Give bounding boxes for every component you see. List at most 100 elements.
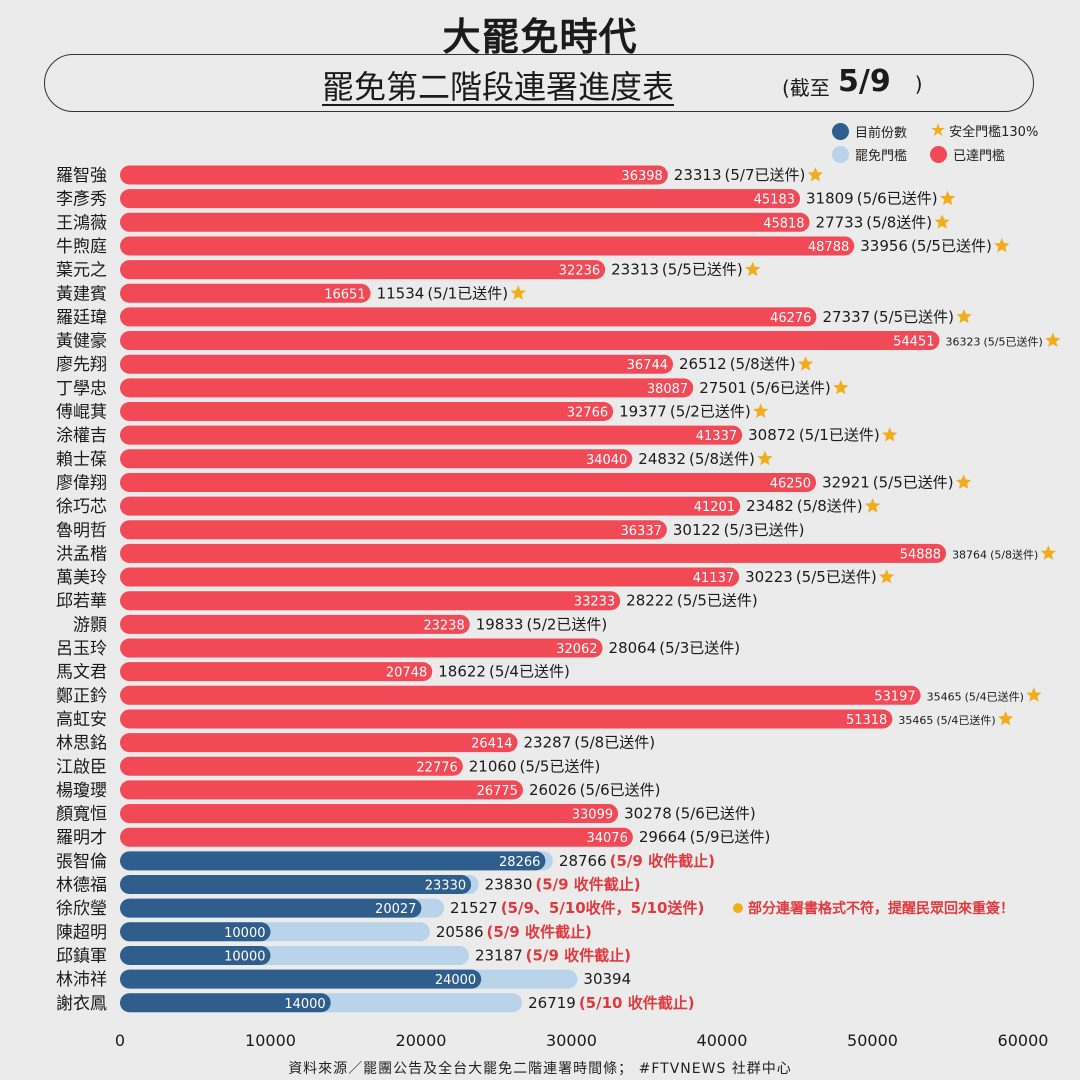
row-25-status-note: (5/8已送件) [574,734,655,752]
row-29-name: 羅明才 [56,828,107,848]
row-13-status-note: (5/8送件) [689,450,755,468]
row-16-status-note: (5/3已送件) [724,521,805,539]
row-28-name: 顏寬恒 [56,805,107,825]
legend-item-threshold: 罷免門檻 [832,145,907,164]
row-33-name: 陳超明 [56,923,107,943]
row-18-status-note: (5/5已送件) [796,568,877,586]
row-18-value-label: 41137 [693,571,734,586]
row-5-name: 葉元之 [56,261,107,281]
row-17-status-note: (5/8送件) [990,547,1038,561]
row-20-status-note: (5/2已送件) [526,615,607,633]
row-30-bar-current [120,851,546,871]
row-32-status-note: (5/9、5/10收件，5/10送件) [501,899,705,917]
row-23-star-icon [1026,687,1042,702]
logo: 大罷免時代 [442,14,638,59]
row-17-bar-current [120,543,947,563]
legend-swatch-current [832,123,849,140]
row-21-threshold-label: 28064 [609,639,657,657]
row-3-star-icon [934,214,950,229]
row-25-threshold-label: 23287 [524,734,572,752]
row-17-name: 洪孟楷 [56,544,107,564]
row-23-value-label: 53197 [874,689,915,704]
row-1-threshold-label: 23313 [674,166,722,184]
row-11-status-note: (5/2已送件) [670,403,751,421]
x-tick-label-2: 20000 [396,1031,447,1050]
row-36-status-note: (5/10 收件截止) [579,994,695,1012]
row-27-value-label: 26775 [477,784,518,799]
row-6-threshold-label: 11534 [377,284,425,302]
row-35-value-label: 24000 [435,973,476,988]
row-1-status-note: (5/7已送件) [725,166,806,184]
row-8-status-note: (5/5已送件) [983,335,1042,349]
row-2-star-icon [940,190,956,206]
row-4-value-label: 48788 [808,240,849,255]
row-33-threshold-label: 20586 [436,923,484,941]
row-34-name: 邱鎮軍 [56,946,107,966]
row-20-name: 游顥 [73,615,107,635]
row-16-name: 魯明哲 [56,521,107,541]
legend-label-current: 目前份數 [855,126,908,141]
row-27-bar-current [120,780,523,800]
row-19-bar-current [120,591,621,611]
row-5-bar-current [120,260,606,280]
row-18-name: 萬美玲 [56,568,107,588]
row-16-threshold-label: 30122 [673,521,721,539]
row-15-value-label: 41201 [694,500,735,515]
row-19-name: 邱若華 [56,592,107,612]
row-21-value-label: 32062 [556,642,597,657]
row-36-threshold-label: 26719 [528,994,576,1012]
row-21-name: 呂玉玲 [56,639,107,659]
row-10-status-note: (5/6已送件) [750,379,831,397]
row-22-status-note: (5/4已送件) [489,663,570,681]
row-34-status-note: (5/9 收件截止) [526,946,631,964]
footer-source: 資料來源／罷團公告及全台大罷免二階連署時間條； #FTVNEWS 社群中心 [288,1061,792,1077]
row-13-threshold-label: 24832 [638,450,686,468]
x-tick-label-4: 40000 [697,1031,748,1050]
row-29-threshold-label: 29664 [639,828,687,846]
legend-label-safe: 安全門檻130% [949,125,1039,140]
row-30-threshold-label: 28766 [559,852,607,870]
row-8-star-icon [1045,332,1061,347]
row-26-value-label: 22776 [416,760,457,775]
row-2-bar-current [120,189,801,209]
row-24-value-label: 51318 [846,713,887,728]
row-30-name: 張智倫 [56,852,107,872]
row-7-star-icon [956,308,972,324]
row-8-bar-current [120,331,940,351]
row-14-status-note: (5/5已送件) [873,473,954,491]
row-7-threshold-label: 27337 [822,308,870,326]
row-29-value-label: 34076 [586,831,627,846]
row-32-extra-note: 部分連署書格式不符，提醒民眾回來重簽！ [748,900,1014,917]
row-29-bar-current [120,827,633,847]
row-31-name: 林德福 [56,876,107,896]
legend-swatch-threshold [832,146,849,163]
row-2-status-note: (5/6已送件) [857,190,938,208]
row-22-name: 馬文君 [56,663,107,683]
row-35-bar-current [120,969,482,989]
row-5-star-icon [745,261,761,277]
row-12-bar-current [120,425,743,445]
row-13-star-icon [757,450,773,466]
row-32-name: 徐欣瑩 [56,899,107,919]
row-26-threshold-label: 21060 [469,757,517,775]
row-7-status-note: (5/5已送件) [873,308,954,326]
row-6-status-note: (5/1已送件) [427,284,508,302]
x-tick-label-0: 0 [115,1031,125,1050]
chart-title: 罷免第二階段連署進度表 [322,68,675,106]
row-5-threshold-label: 23313 [611,261,659,279]
row-21-status-note: (5/3已送件) [659,639,740,657]
row-3-name: 王鴻薇 [56,213,107,233]
row-10-name: 丁學忠 [56,379,107,399]
row-33-value-label: 10000 [224,926,265,941]
row-20-threshold-label: 19833 [476,615,524,633]
row-34-bar-current [120,945,271,965]
row-32-value-label: 20027 [375,902,416,917]
row-34-threshold-label: 23187 [475,946,523,964]
row-14-star-icon [956,474,972,489]
row-7-value-label: 46276 [770,311,811,326]
row-30-value-label: 28266 [499,855,540,870]
row-15-star-icon [865,498,881,513]
row-23-status-note: (5/4已送件) [965,689,1024,703]
row-16-bar-current [120,520,667,540]
